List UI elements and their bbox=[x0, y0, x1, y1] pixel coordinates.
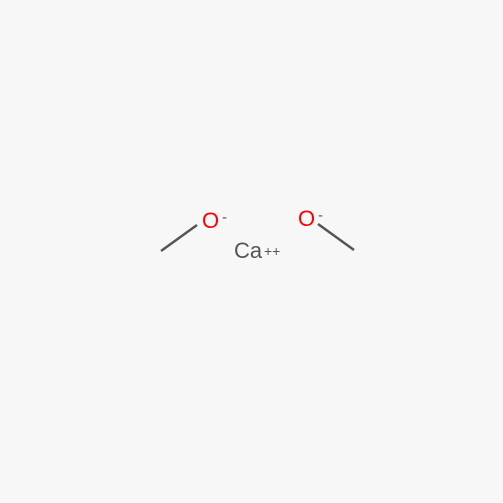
bond-lines bbox=[0, 0, 503, 503]
bond-line-1 bbox=[161, 225, 197, 251]
molecular-diagram: O - O - Ca ++ bbox=[0, 0, 503, 503]
bond-line-2 bbox=[318, 224, 354, 250]
